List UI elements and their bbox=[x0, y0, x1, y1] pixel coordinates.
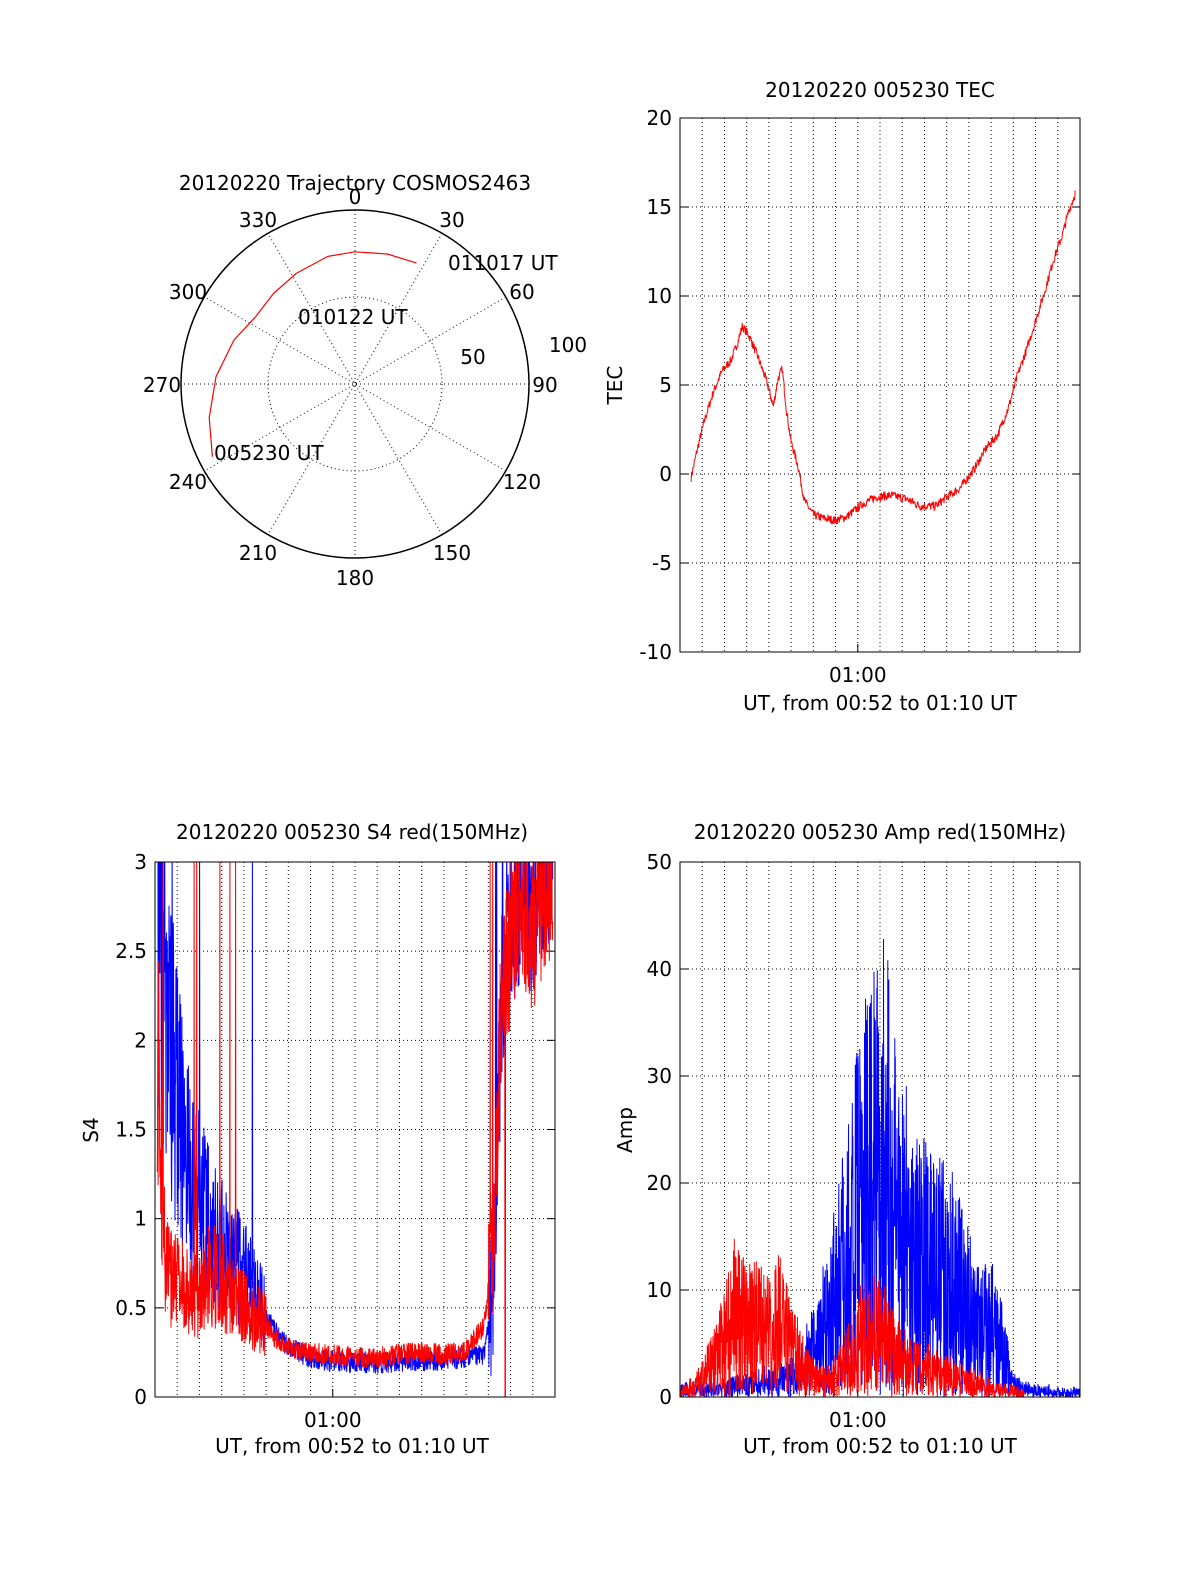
plot-frame bbox=[154, 861, 556, 1398]
y-tick-label: 0 bbox=[134, 1385, 147, 1409]
y-tick-label: 50 bbox=[647, 850, 672, 874]
x-tick-label: 01:00 bbox=[829, 1408, 887, 1432]
y-tick-label: 2.5 bbox=[115, 939, 147, 963]
y-axis-label: S4 bbox=[79, 1117, 103, 1142]
amp-chart: 20120220 005230 Amp red(150MHz) UT, from… bbox=[613, 820, 1081, 1458]
time-annotation: 011017 UT bbox=[448, 251, 558, 275]
azimuth-label: 60 bbox=[509, 280, 534, 304]
chart-title: 20120220 005230 Amp red(150MHz) bbox=[694, 820, 1066, 844]
time-annotation: 010122 UT bbox=[298, 305, 408, 329]
azimuth-label: 120 bbox=[503, 470, 541, 494]
y-tick-label: 15 bbox=[647, 195, 672, 219]
y-tick-label: 2 bbox=[134, 1028, 147, 1052]
y-tick-label: -5 bbox=[652, 551, 672, 575]
azimuth-label: 0 bbox=[349, 185, 362, 209]
y-tick-label: 20 bbox=[647, 106, 672, 130]
y-tick-label: 0 bbox=[659, 1385, 672, 1409]
blue-series-line bbox=[680, 939, 1080, 1397]
chart-title: 20120220 005230 TEC bbox=[765, 78, 995, 102]
red-series-line bbox=[680, 1238, 1025, 1397]
azimuth-label: 90 bbox=[532, 373, 557, 397]
x-axis-label: UT, from 00:52 to 01:10 UT bbox=[743, 1434, 1018, 1458]
y-tick-label: -10 bbox=[639, 640, 672, 664]
y-tick-label: 3 bbox=[134, 850, 147, 874]
y-tick-label: 0.5 bbox=[115, 1296, 147, 1320]
polar-trajectory-chart: 20120220 Trajectory COSMOS2463 0 30 60 90 12… bbox=[143, 171, 587, 590]
azimuth-label: 150 bbox=[433, 541, 471, 565]
y-tick-label: 1 bbox=[134, 1207, 147, 1231]
azimuth-label: 330 bbox=[239, 208, 277, 232]
y-tick-label: 10 bbox=[647, 284, 672, 308]
y-tick-label: 20 bbox=[647, 1171, 672, 1195]
plot-frame bbox=[679, 117, 1081, 653]
y-tick-label: 40 bbox=[647, 957, 672, 981]
y-tick-label: 10 bbox=[647, 1278, 672, 1302]
chart-title: 20120220 Trajectory COSMOS2463 bbox=[179, 171, 531, 195]
azimuth-label: 30 bbox=[439, 208, 464, 232]
polar-outer-circle bbox=[180, 209, 530, 559]
radial-label: 100 bbox=[549, 333, 587, 357]
azimuth-label: 300 bbox=[169, 280, 207, 304]
y-tick-label: 1.5 bbox=[115, 1118, 147, 1142]
azimuth-label: 180 bbox=[336, 566, 374, 590]
y-axis-label: TEC bbox=[603, 366, 627, 406]
y-tick-label: 5 bbox=[659, 373, 672, 397]
time-annotation: 005230 UT bbox=[214, 441, 324, 465]
plot-frame bbox=[679, 861, 1081, 1398]
radial-label: 50 bbox=[460, 345, 485, 369]
y-axis-label: Amp bbox=[613, 1107, 637, 1153]
chart-title: 20120220 005230 S4 red(150MHz) bbox=[176, 820, 528, 844]
y-tick-label: 0 bbox=[659, 462, 672, 486]
trajectory-line bbox=[208, 251, 417, 457]
y-tick-label: 30 bbox=[647, 1064, 672, 1088]
x-axis-label: UT, from 00:52 to 01:10 UT bbox=[743, 691, 1018, 715]
x-tick-label: 01:00 bbox=[829, 663, 887, 687]
s4-chart: 20120220 005230 S4 red(150MHz) UT, from … bbox=[79, 820, 556, 1458]
red-series-line bbox=[156, 862, 554, 1397]
tec-chart: 20120220 005230 TEC UT, from 00:52 to 01… bbox=[603, 78, 1081, 715]
x-axis-label: UT, from 00:52 to 01:10 UT bbox=[215, 1434, 490, 1458]
x-tick-label: 01:00 bbox=[304, 1408, 362, 1432]
azimuth-label: 210 bbox=[239, 541, 277, 565]
azimuth-label: 240 bbox=[169, 470, 207, 494]
azimuth-label: 270 bbox=[143, 373, 181, 397]
red-series-line bbox=[690, 190, 1077, 525]
